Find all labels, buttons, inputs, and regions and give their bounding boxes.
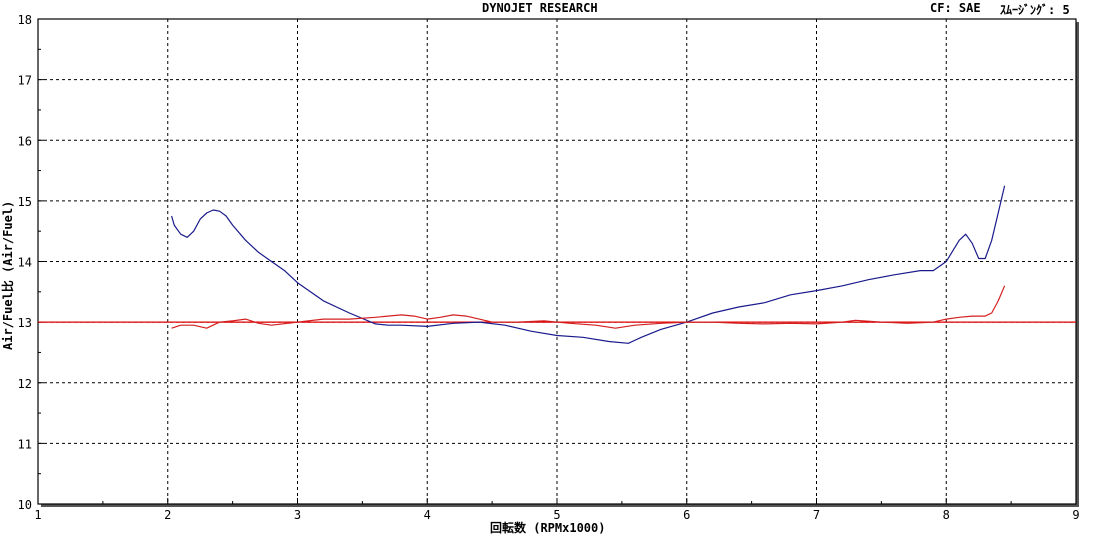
series-layer bbox=[171, 185, 1006, 344]
smoothing-label: ｽﾑｰｼﾞﾝｸﾞ: 5 bbox=[1000, 3, 1070, 17]
x-tick-label: 4 bbox=[424, 508, 431, 522]
y-tick-label: 10 bbox=[18, 498, 32, 512]
correction-factor-label: CF: SAE bbox=[930, 1, 981, 15]
y-tick-label: 18 bbox=[18, 13, 32, 27]
chart-title: DYNOJET RESEARCH bbox=[482, 1, 598, 15]
y-tick-label: 17 bbox=[18, 74, 32, 88]
x-tick-label: 8 bbox=[943, 508, 950, 522]
x-tick-label: 3 bbox=[294, 508, 301, 522]
x-axis-label: 回転数 (RPMx1000) bbox=[490, 520, 605, 535]
series-line-2 bbox=[171, 285, 1006, 329]
y-tick-label: 13 bbox=[18, 316, 32, 330]
x-tick-label: 2 bbox=[164, 508, 171, 522]
grid bbox=[37, 18, 1077, 505]
y-tick-label: 14 bbox=[18, 256, 32, 270]
y-tick-label: 12 bbox=[18, 377, 32, 391]
plot-frame bbox=[37, 18, 1079, 507]
x-tick-label: 7 bbox=[813, 508, 820, 522]
x-tick-label: 5 bbox=[553, 508, 560, 522]
y-axis-label: Air/Fuel比 (Air/Fuel) bbox=[0, 201, 15, 350]
y-tick-label: 16 bbox=[18, 134, 32, 148]
x-tick-label: 1 bbox=[34, 508, 41, 522]
x-tick-label: 9 bbox=[1072, 508, 1079, 522]
y-tick-label: 15 bbox=[18, 195, 32, 209]
x-tick-label: 6 bbox=[683, 508, 690, 522]
y-tick-label: 11 bbox=[18, 437, 32, 451]
series-line-1 bbox=[171, 185, 1006, 344]
